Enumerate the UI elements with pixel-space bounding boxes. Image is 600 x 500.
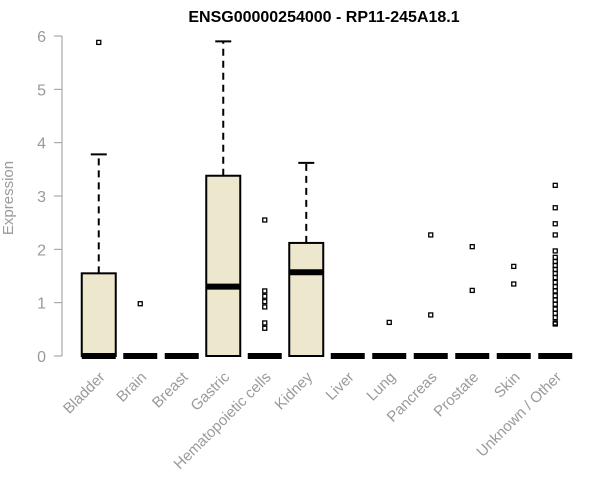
chart-title: ENSG00000254000 - RP11-245A18.1 <box>188 9 459 26</box>
y-tick-label: 1 <box>37 296 46 313</box>
outlier-point <box>552 270 558 276</box>
box-iqr <box>205 174 242 357</box>
y-tick-label: 0 <box>37 349 46 366</box>
outlier-point <box>552 182 558 188</box>
outlier-point <box>552 306 558 312</box>
outlier-point <box>469 244 475 250</box>
outlier-point <box>511 281 517 287</box>
outlier-point <box>262 320 268 326</box>
outlier-point <box>262 217 268 223</box>
box-brain <box>123 301 158 359</box>
outlier-point <box>552 221 558 227</box>
box-group <box>80 39 573 359</box>
x-tick-label: Kidney <box>272 368 317 413</box>
outlier-point <box>552 279 558 286</box>
y-tick-label: 5 <box>37 82 46 99</box>
y-axis-label: Expression <box>0 161 17 235</box>
outlier-point <box>552 205 558 211</box>
outlier-point <box>552 301 558 307</box>
x-tick-label: Bladder <box>60 369 109 418</box>
outlier-point <box>262 293 268 299</box>
outlier-point <box>552 321 558 327</box>
outlier-point <box>262 304 268 310</box>
outlier-point <box>552 232 558 238</box>
box-iqr <box>80 272 117 358</box>
x-tick-label: Skin <box>491 369 524 402</box>
y-tick-label: 6 <box>37 29 46 46</box>
outlier-point <box>552 293 558 299</box>
box-prostate <box>455 244 490 359</box>
outlier-point <box>262 288 268 294</box>
outlier-point <box>262 325 268 331</box>
outlier-point <box>552 297 558 303</box>
outlier-point <box>552 310 558 316</box>
outlier-point <box>552 254 558 260</box>
box-iqr <box>288 241 325 357</box>
outlier-point <box>262 298 268 305</box>
outlier-point <box>552 262 558 268</box>
outlier-point <box>428 232 434 238</box>
outlier-point <box>552 288 558 294</box>
outlier-point <box>552 284 558 290</box>
outlier-point <box>428 312 434 318</box>
box-lung <box>372 319 407 359</box>
outlier-point <box>96 39 102 46</box>
x-tick-label: Liver <box>323 369 358 404</box>
outlier-point <box>552 248 558 254</box>
y-axis: 0 1 2 3 4 5 6 <box>37 29 63 366</box>
outlier-point <box>511 263 517 270</box>
box-hematopoietic-cells <box>247 217 282 359</box>
box-pancreas <box>413 232 448 359</box>
outlier-point <box>137 301 143 307</box>
x-tick-label: Prostate <box>431 369 483 421</box>
outlier-point <box>552 314 558 321</box>
y-tick-label: 4 <box>37 136 46 153</box>
box-skin <box>496 263 531 359</box>
x-tick-label: Brain <box>113 369 150 406</box>
outlier-point <box>469 287 475 294</box>
outlier-point <box>552 274 558 281</box>
box-kidney <box>288 161 325 357</box>
x-tick-label: Breast <box>149 368 192 411</box>
box-gastric <box>205 40 242 357</box>
box-bladder <box>80 39 117 359</box>
x-tick-label: Lung <box>363 369 399 405</box>
outlier-point <box>386 319 392 326</box>
y-tick-label: 2 <box>37 242 46 259</box>
box-unknown-other <box>538 182 573 359</box>
y-tick-label: 3 <box>37 189 46 206</box>
